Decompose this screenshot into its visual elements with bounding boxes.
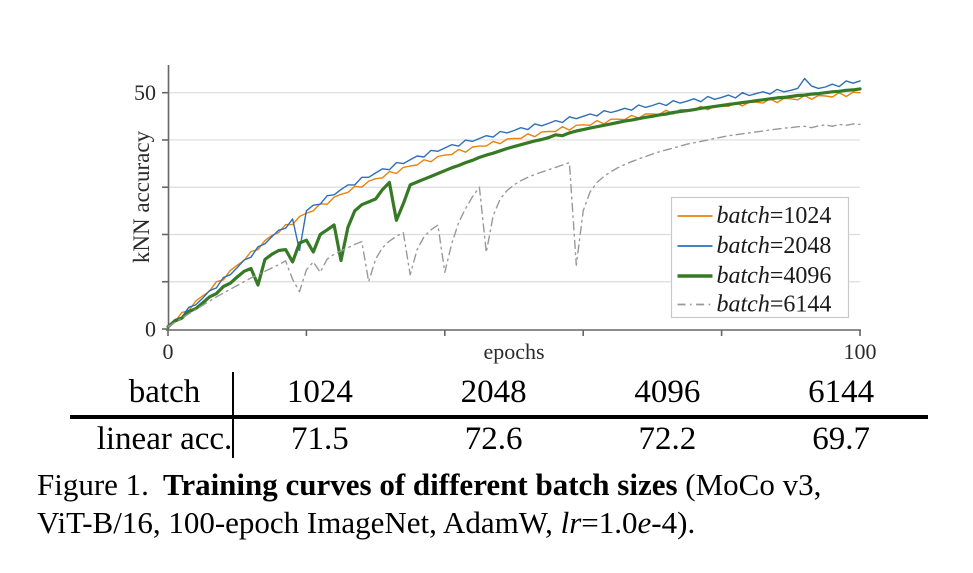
- y-tick-label: 50: [134, 80, 156, 105]
- caption-title-bold: Training curves of different batch sizes: [162, 467, 678, 502]
- caption-line-2: ViT-B/16, 100-epoch ImageNet, AdamW, lr=…: [37, 504, 949, 542]
- caption-settings: ViT-B/16, 100-epoch ImageNet, AdamW,: [37, 505, 561, 540]
- axes: [162, 65, 861, 336]
- table-cell: 4096: [634, 374, 701, 410]
- caption-e: e: [637, 505, 652, 540]
- legend-label-batch-4096: batch=4096: [717, 263, 832, 289]
- axis-tick-labels: 0 50 0 100 epochs kNN accuracy: [129, 80, 877, 364]
- y-tick-label: 0: [145, 317, 156, 342]
- table-row-linear-acc: linear acc. 71.5 72.6 72.2 69.7: [70, 418, 928, 460]
- series-line-batch-4096: [166, 87, 862, 329]
- table-vertical-divider: [232, 372, 234, 458]
- y-axis-label: kNN accuracy: [129, 130, 154, 263]
- table-horizontal-rule: [70, 415, 928, 419]
- legend-label-batch-1024: batch=1024: [717, 203, 832, 229]
- series-line-batch-6144: [167, 123, 861, 328]
- series-line-batch-2048: [167, 77, 861, 328]
- caption-line-1: Figure 1. Training curves of different ba…: [37, 466, 949, 504]
- table-cell: 2048: [460, 374, 527, 410]
- legend-box: [670, 196, 850, 319]
- table-row-batch: batch 1024 2048 4096 6144: [70, 370, 928, 415]
- batch-results-table: batch 1024 2048 4096 6144 linear acc. 71…: [70, 370, 928, 460]
- caption-suffix: -4).: [651, 505, 696, 540]
- caption-lr-value: =1.0: [581, 505, 638, 540]
- legend-label-batch-6144: batch=6144: [717, 292, 832, 318]
- x-tick-label: 100: [844, 339, 877, 364]
- x-tick-label: 0: [163, 339, 174, 364]
- figure-number: Figure 1.: [37, 467, 149, 502]
- x-axis-label: epochs: [483, 339, 544, 364]
- figure-caption: Figure 1. Training curves of different ba…: [37, 466, 949, 542]
- caption-lr: lr: [560, 505, 582, 540]
- series-line-batch-1024: [167, 91, 861, 328]
- table-row-header: batch: [128, 374, 201, 410]
- table-cell: 72.6: [464, 421, 523, 457]
- table-cell: 1024: [286, 374, 353, 410]
- table-cell: 72.2: [638, 421, 697, 457]
- legend-label-batch-2048: batch=2048: [717, 233, 832, 259]
- table-cell: 71.5: [291, 421, 349, 457]
- table-cell: 6144: [808, 374, 875, 410]
- table-cell: 69.7: [812, 421, 870, 457]
- training-curves-chart: 0 50 0 100 epochs kNN accuracy batch=1024 batch…: [129, 65, 877, 364]
- chart-legend: batch=1024 batch=2048 batch=4096 batch=6144: [670, 196, 850, 319]
- table-row-header: linear acc.: [96, 421, 233, 457]
- caption-after-title: (MoCo v3,: [677, 467, 822, 502]
